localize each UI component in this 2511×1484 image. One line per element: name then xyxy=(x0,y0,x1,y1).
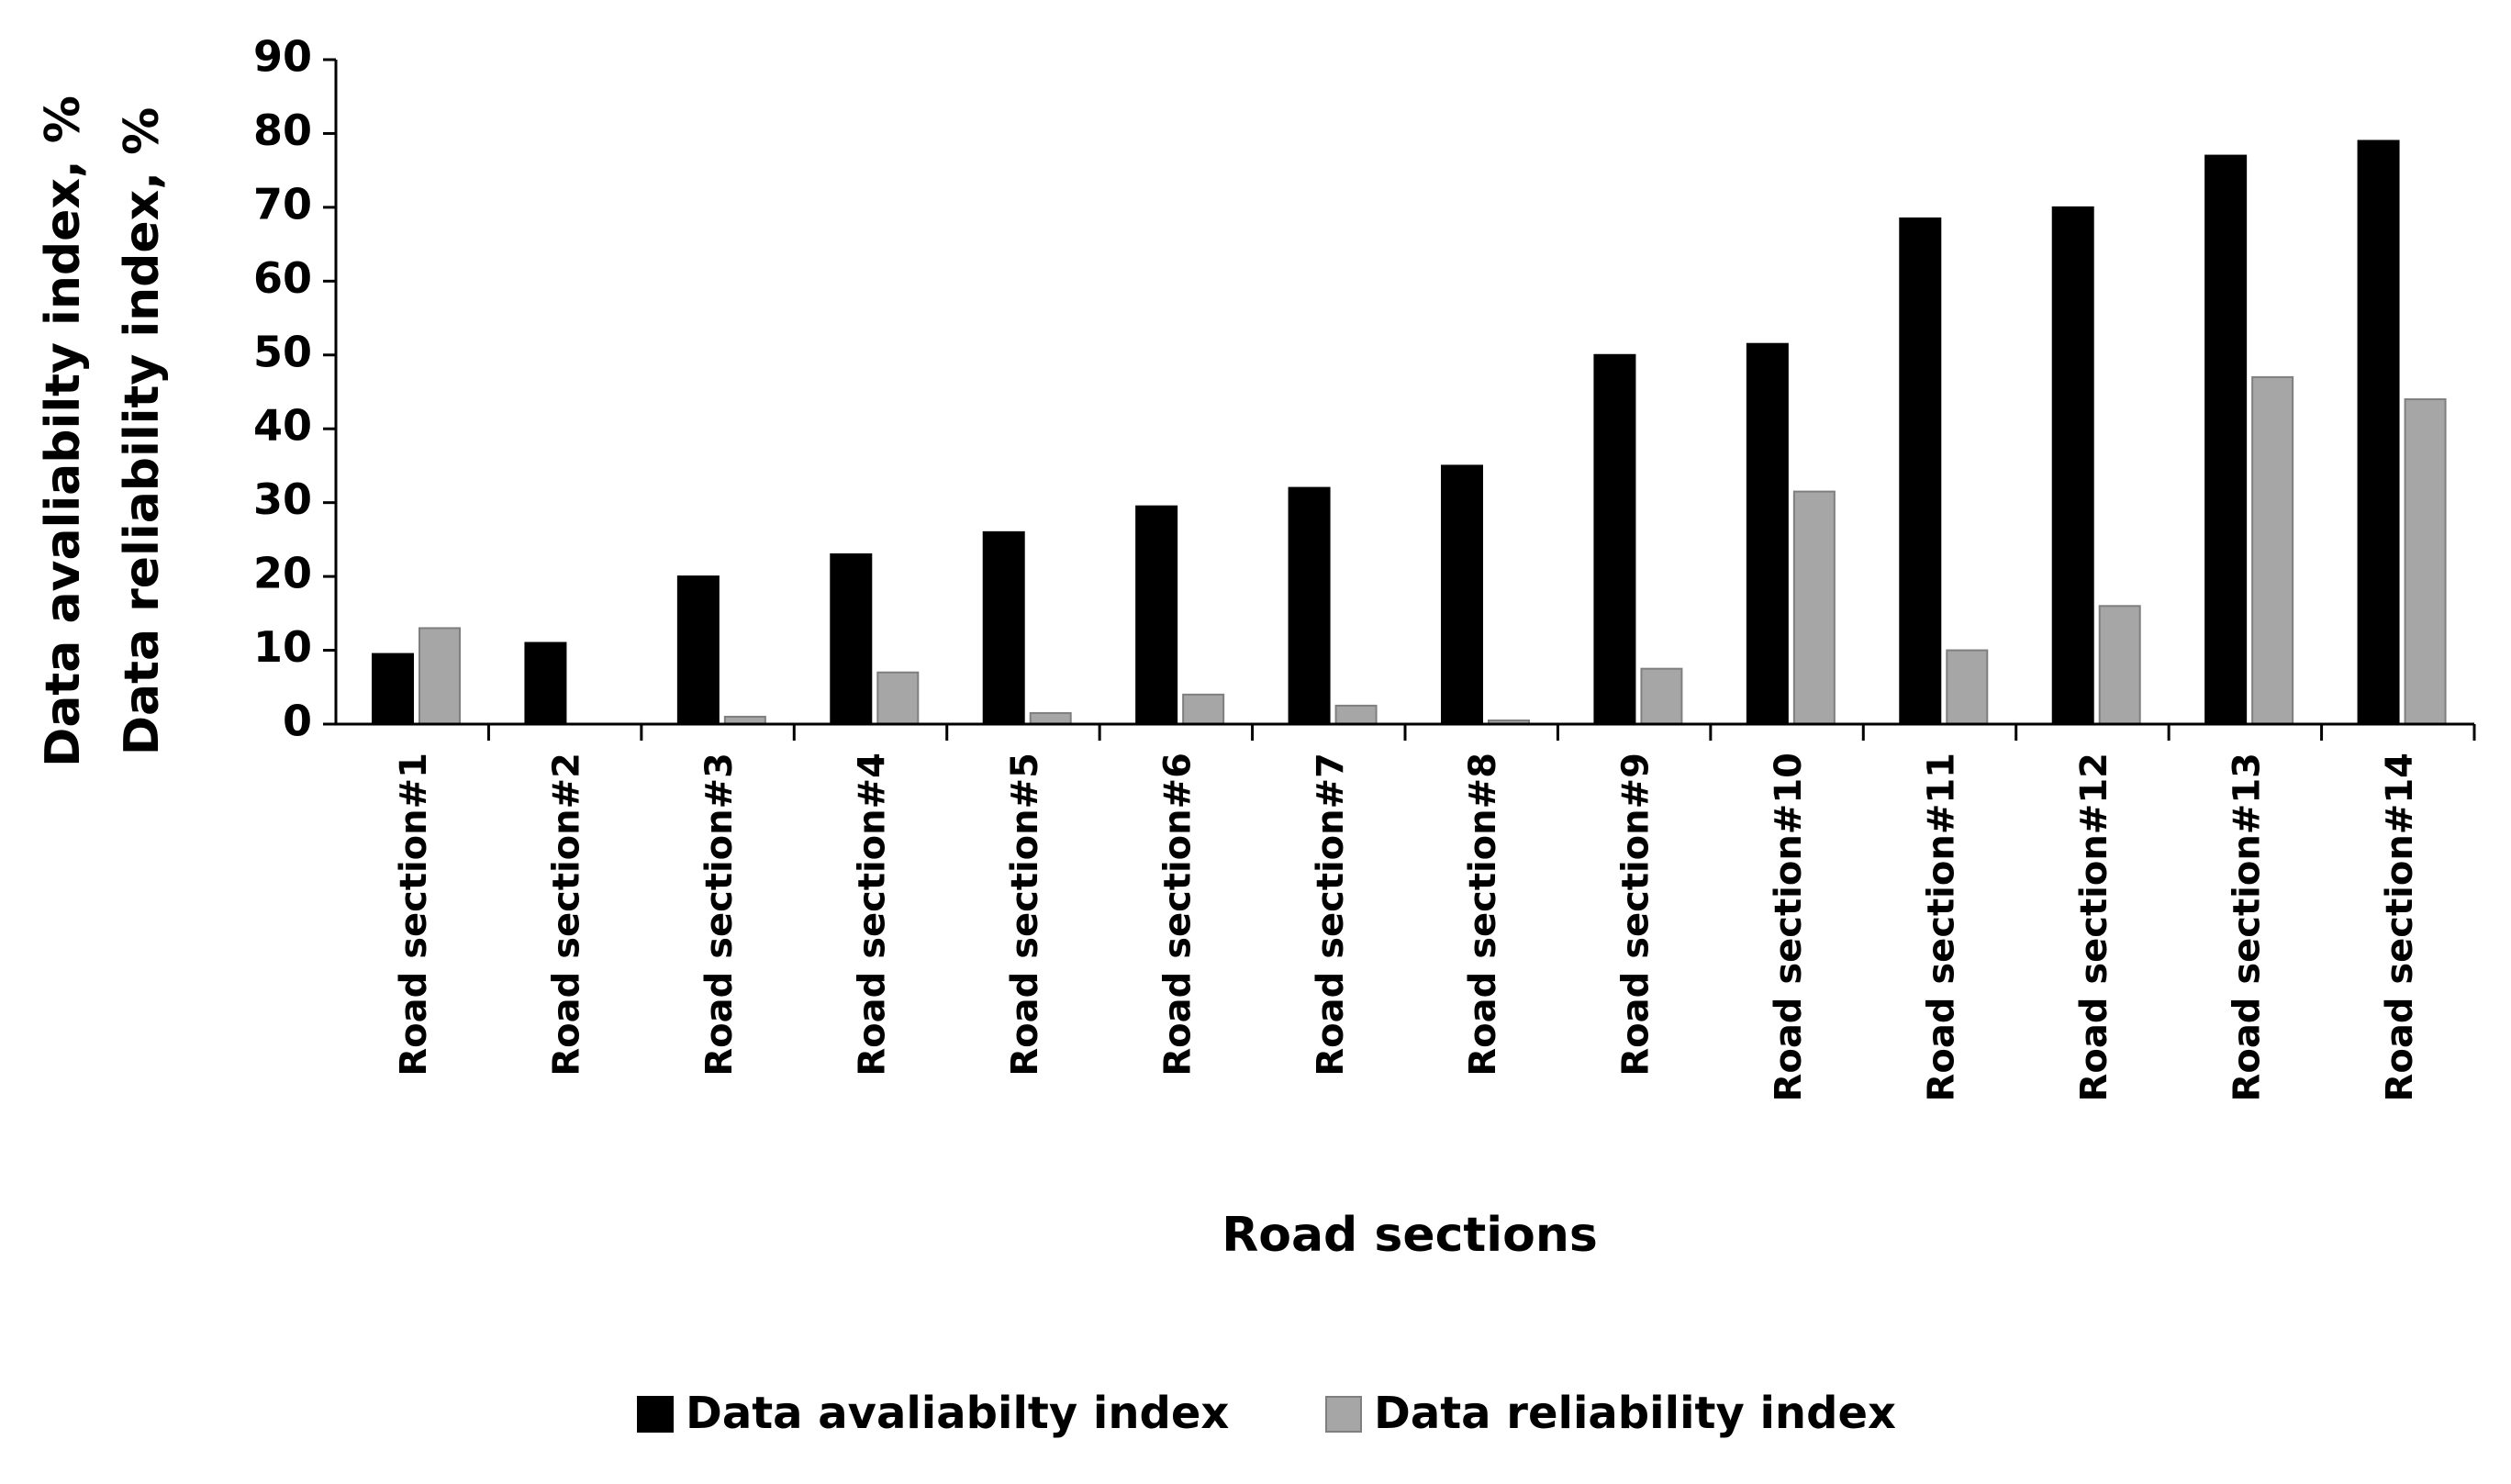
bar xyxy=(524,642,567,725)
bar xyxy=(1334,704,1378,726)
bar xyxy=(372,653,414,725)
x-tick-label: Road section#10 xyxy=(1768,753,1810,1101)
legend-label: Data reliability index xyxy=(1374,1388,1896,1439)
bar xyxy=(1182,693,1225,725)
legend-label: Data avaliabilty index xyxy=(686,1388,1229,1439)
y-tick-label: 10 xyxy=(253,622,312,672)
y-tick-label: 40 xyxy=(253,401,312,451)
x-tick-label: Road section#2 xyxy=(546,753,588,1077)
bar xyxy=(2404,398,2447,725)
y-tick-label: 70 xyxy=(253,179,312,229)
bar xyxy=(982,530,1025,725)
x-tick-label: Road section#3 xyxy=(698,753,741,1077)
bar xyxy=(1899,217,1942,725)
bar xyxy=(1640,667,1683,726)
y-axis-title: Data avaliabilty index, % xyxy=(36,95,91,767)
legend-swatch xyxy=(637,1396,674,1433)
y-tick-label: 80 xyxy=(253,106,312,155)
bar xyxy=(2051,206,2094,725)
y-axis-title: Data reliability index, % xyxy=(115,107,170,755)
x-tick-label: Road section#4 xyxy=(852,753,894,1077)
bar xyxy=(1792,490,1836,725)
x-tick-label: Road section#12 xyxy=(2073,753,2115,1101)
x-tick-label: Road section#8 xyxy=(1462,753,1504,1077)
y-tick-label: 0 xyxy=(283,697,312,746)
x-tick-label: Road section#14 xyxy=(2379,753,2421,1101)
x-tick-label: Road section#9 xyxy=(1615,753,1657,1077)
y-tick-label: 90 xyxy=(253,32,312,82)
bar xyxy=(2357,139,2400,725)
x-axis-title: Road sections xyxy=(1222,1208,1598,1263)
x-tick-label: Road section#6 xyxy=(1156,753,1199,1077)
bar xyxy=(1029,711,1072,726)
x-tick-label: Road section#1 xyxy=(393,753,435,1077)
x-tick-label: Road section#5 xyxy=(1004,753,1046,1077)
legend-swatch xyxy=(1325,1396,1362,1433)
bar xyxy=(1746,342,1789,725)
x-tick-label: Road section#13 xyxy=(2226,753,2268,1101)
x-tick-label: Road section#7 xyxy=(1310,753,1352,1077)
bar xyxy=(1593,353,1636,725)
bar xyxy=(1946,649,1989,725)
bar xyxy=(2098,605,2141,725)
bar xyxy=(1441,464,1483,725)
bar xyxy=(830,552,873,725)
bar xyxy=(676,575,720,725)
y-tick-label: 50 xyxy=(253,327,312,376)
y-tick-label: 60 xyxy=(253,253,312,303)
bar xyxy=(2204,154,2248,726)
x-tick-label: Road section#11 xyxy=(1921,753,1963,1101)
bar xyxy=(876,671,920,726)
bar xyxy=(2251,375,2294,725)
y-tick-label: 30 xyxy=(253,474,312,524)
bar xyxy=(1288,486,1331,725)
bar xyxy=(1135,505,1178,726)
bar xyxy=(418,627,461,726)
y-tick-label: 20 xyxy=(253,549,312,598)
